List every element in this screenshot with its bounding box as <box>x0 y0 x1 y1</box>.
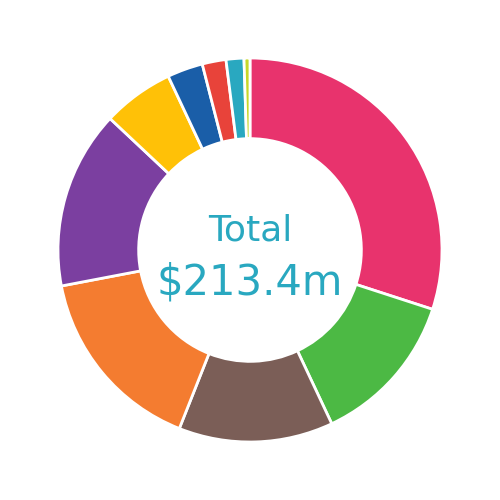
Wedge shape <box>58 118 169 286</box>
Wedge shape <box>244 58 250 138</box>
Wedge shape <box>298 284 432 424</box>
Wedge shape <box>180 351 332 442</box>
Wedge shape <box>110 76 202 174</box>
Wedge shape <box>168 64 222 149</box>
Wedge shape <box>202 60 236 142</box>
Wedge shape <box>226 58 246 140</box>
Wedge shape <box>250 58 442 310</box>
Text: $213.4m: $213.4m <box>157 262 343 304</box>
Wedge shape <box>62 271 209 428</box>
Text: Total: Total <box>208 214 292 248</box>
